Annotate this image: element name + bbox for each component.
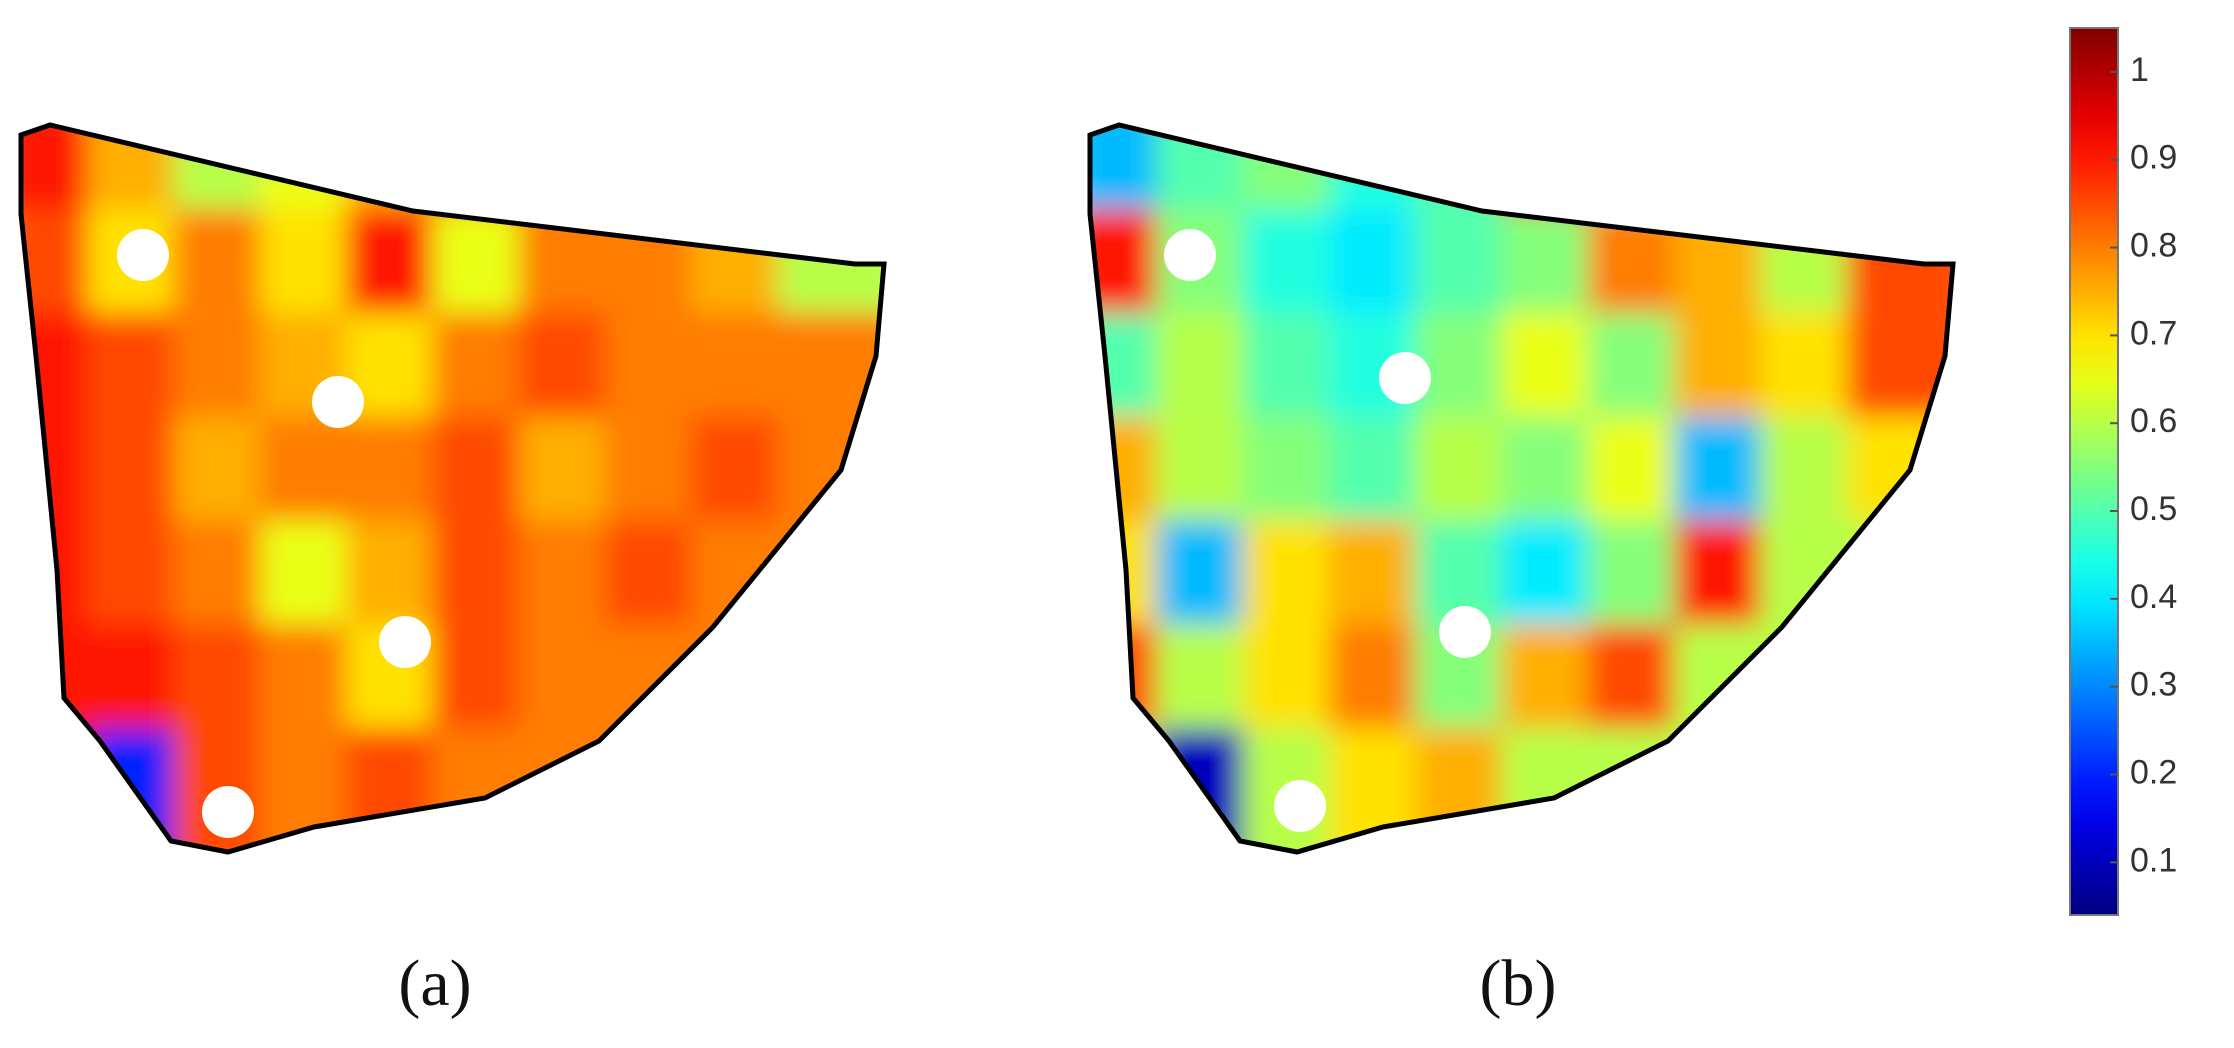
tick-label: 0.2 xyxy=(2130,753,2177,791)
hole xyxy=(1379,352,1431,404)
tick-label: 0.8 xyxy=(2130,227,2177,265)
heat-cell xyxy=(1846,520,1953,665)
tick-label: 0.7 xyxy=(2130,314,2177,352)
outline xyxy=(1087,122,1956,855)
panel-label: (a) xyxy=(398,947,471,1020)
heatmap-panel xyxy=(18,122,887,855)
heatmap-cells xyxy=(21,125,884,852)
heatmap-grid xyxy=(1090,125,1953,852)
hole xyxy=(1164,229,1216,281)
heat-cell xyxy=(691,728,818,852)
heat-cell xyxy=(1846,125,1953,249)
outline xyxy=(18,122,887,855)
hole xyxy=(312,376,364,428)
heatmap-panel xyxy=(1087,122,1956,855)
tick-label: 0.4 xyxy=(2130,578,2177,616)
tick-label: 1 xyxy=(2130,51,2149,89)
heat-cell xyxy=(1674,728,1801,852)
heat-cell xyxy=(691,520,818,665)
heat-cell xyxy=(777,624,884,769)
hole xyxy=(117,229,169,281)
heat-cell xyxy=(1674,125,1801,249)
heat-cell xyxy=(1760,624,1887,769)
heat-cell xyxy=(777,520,884,665)
heat-cell xyxy=(1846,728,1953,852)
hole xyxy=(1439,606,1491,658)
heat-cell xyxy=(1846,416,1953,561)
hole xyxy=(379,616,431,668)
heat-cell xyxy=(1674,624,1801,769)
heat-cell xyxy=(1760,520,1887,665)
heat-cell xyxy=(1846,624,1953,769)
heatmap-cells xyxy=(1090,125,1953,852)
hole xyxy=(1274,780,1326,832)
tick-label: 0.9 xyxy=(2130,139,2177,177)
heat-cell xyxy=(777,416,884,561)
panel-label: (b) xyxy=(1480,947,1557,1020)
heat-cell xyxy=(777,125,884,249)
heat-cell xyxy=(691,125,818,249)
heat-cell xyxy=(777,728,884,852)
tick-label: 0.6 xyxy=(2130,402,2177,440)
tick-label: 0.5 xyxy=(2130,490,2177,528)
heatmap-grid xyxy=(21,125,884,852)
heat-cell xyxy=(605,728,732,852)
tick-label: 0.3 xyxy=(2130,666,2177,704)
tick-label: 0.1 xyxy=(2130,841,2177,879)
heat-cell xyxy=(691,624,818,769)
heat-cell xyxy=(1760,125,1887,249)
heat-cell xyxy=(605,624,732,769)
heat-cell xyxy=(605,125,732,249)
heat-cell xyxy=(1760,728,1887,852)
colorbar xyxy=(2069,27,2119,916)
hole xyxy=(202,786,254,838)
